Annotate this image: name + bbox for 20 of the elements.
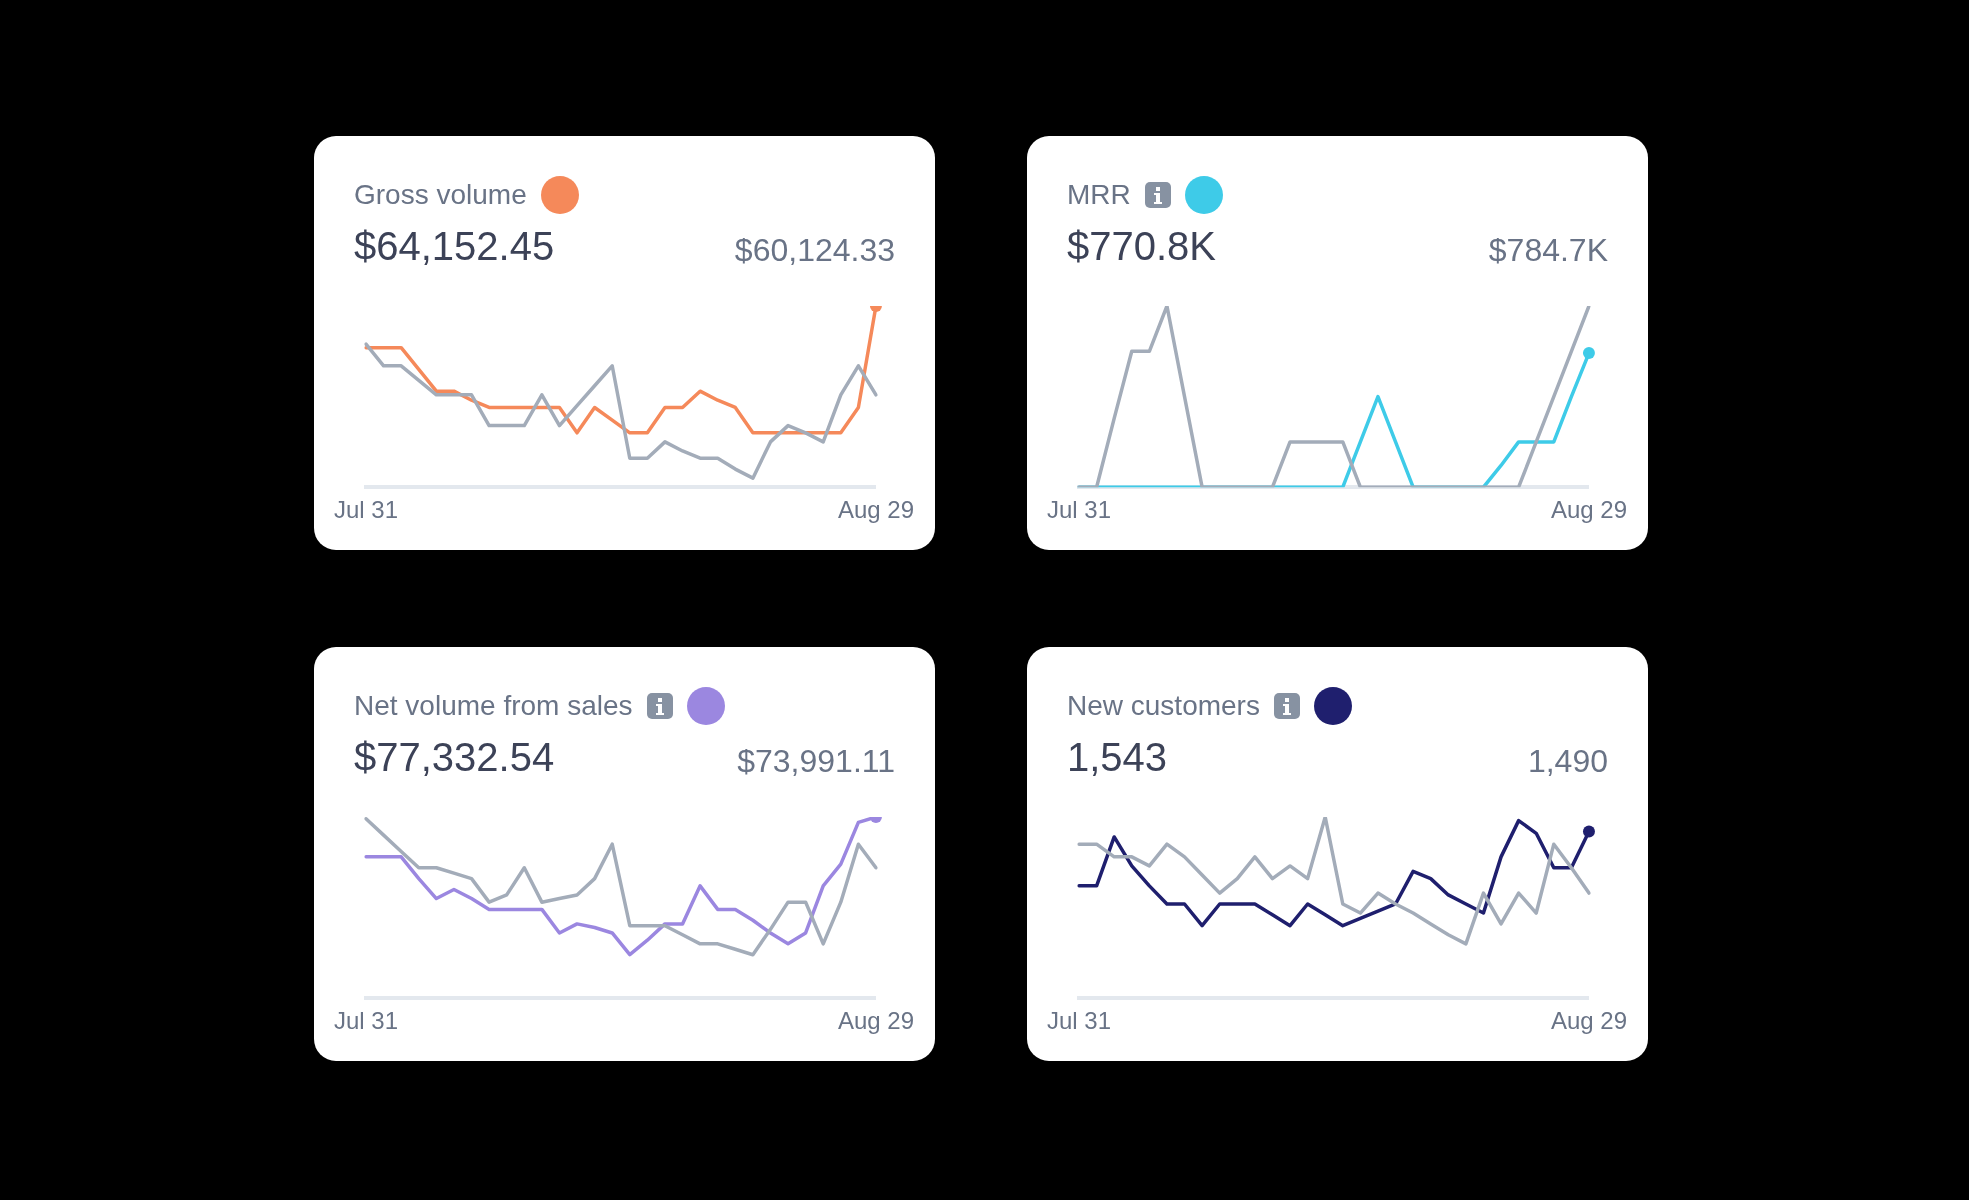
x-tick-label: Jul 31 xyxy=(1047,496,1112,524)
x-tick-label: Aug 29 xyxy=(837,496,915,524)
chart-subtitle: $64,152.45 xyxy=(354,224,555,269)
x-tick-label: Jul 31 xyxy=(334,496,399,524)
text: 1,490 xyxy=(1527,743,1608,780)
text: $73,991.11 xyxy=(737,743,895,780)
chart-title: New customers xyxy=(1067,690,1260,722)
chart-title: MRR xyxy=(1067,179,1131,211)
chart-subtitle: 1,543 xyxy=(1067,735,1168,780)
x-tick-label: Jul 31 xyxy=(1047,1007,1112,1035)
x-tick-label: Jul 31 xyxy=(334,1007,399,1035)
x-tick-label: Aug 29 xyxy=(837,1007,915,1035)
chart-title: Gross volume xyxy=(354,179,527,211)
x-tick-label: Aug 29 xyxy=(1550,496,1628,524)
text: $784.7K xyxy=(1488,232,1608,269)
text: $60,124.33 xyxy=(734,232,895,269)
chart-subtitle: $77,332.54 xyxy=(354,735,555,780)
chart-subtitle: $770.8K xyxy=(1067,224,1217,269)
chart-title: Net volume from sales xyxy=(354,690,633,722)
x-tick-label: Aug 29 xyxy=(1550,1007,1628,1035)
